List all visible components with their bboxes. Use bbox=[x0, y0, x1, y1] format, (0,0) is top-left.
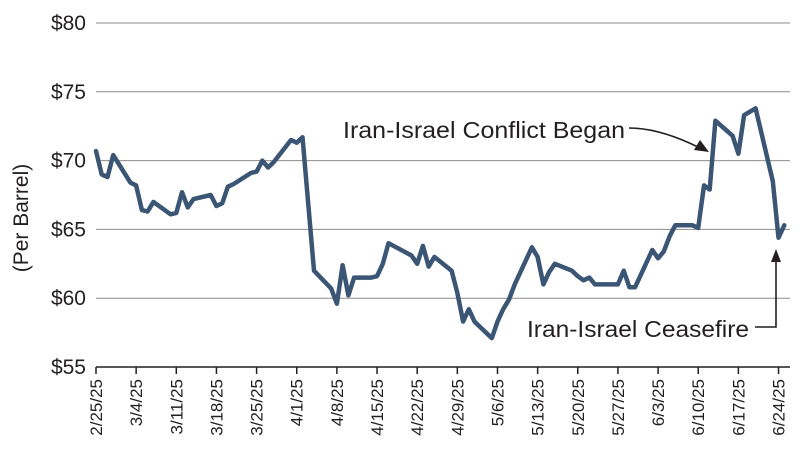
x-tick-label: 5/6/25 bbox=[488, 379, 507, 426]
annotation-ceasefire: Iran-Israel Ceasefire bbox=[527, 316, 749, 342]
x-tick-label: 3/4/25 bbox=[127, 379, 146, 426]
x-tick-label: 4/29/25 bbox=[448, 379, 467, 436]
x-tick-label: 6/3/25 bbox=[649, 379, 668, 426]
y-axis-ticks: $55 $60 $65 $70 $75 $80 bbox=[51, 12, 86, 379]
x-tick-label: 3/25/25 bbox=[248, 379, 267, 436]
x-tick-label: 5/27/25 bbox=[609, 379, 628, 436]
x-tick-label: 4/1/25 bbox=[288, 379, 307, 426]
x-tick-label: 2/25/25 bbox=[87, 379, 106, 436]
x-axis-ticks: 2/25/25 3/4/25 3/11/25 3/18/25 3/25/25 4/1/25… bbox=[87, 367, 789, 436]
x-tick-label: 6/17/25 bbox=[729, 379, 748, 436]
annotation-arrowhead-conflict bbox=[694, 140, 709, 152]
x-tick-label: 6/10/25 bbox=[689, 379, 708, 436]
series-group bbox=[93, 106, 787, 341]
annotation-arrow-ceasefire bbox=[755, 260, 777, 328]
x-tick-label: 5/13/25 bbox=[529, 379, 548, 436]
y-tick-label: $65 bbox=[51, 218, 86, 241]
x-tick-label: 6/24/25 bbox=[770, 379, 789, 436]
y-axis-label: (Per Barrel) bbox=[10, 164, 33, 273]
x-tick-label: 4/8/25 bbox=[328, 379, 347, 426]
oil-price-line bbox=[93, 106, 787, 341]
annotation-conflict-began: Iran-Israel Conflict Began bbox=[343, 117, 625, 143]
annotation-arrow-conflict bbox=[628, 127, 701, 149]
x-tick-label: 4/15/25 bbox=[368, 379, 387, 436]
y-tick-label: $75 bbox=[51, 81, 86, 104]
y-tick-label: $60 bbox=[51, 287, 86, 310]
x-tick-label: 5/20/25 bbox=[569, 379, 588, 436]
annotations: Iran-Israel Conflict Began Iran-Israel C… bbox=[343, 117, 781, 342]
y-tick-label: $55 bbox=[51, 356, 86, 379]
x-tick-label: 3/18/25 bbox=[207, 379, 226, 436]
y-tick-label: $80 bbox=[51, 12, 86, 35]
x-tick-label: 4/22/25 bbox=[408, 379, 427, 436]
grid-lines bbox=[96, 22, 790, 299]
y-tick-label: $70 bbox=[51, 150, 86, 173]
annotation-arrowhead-ceasefire bbox=[771, 249, 781, 262]
x-tick-label: 3/11/25 bbox=[167, 379, 186, 434]
